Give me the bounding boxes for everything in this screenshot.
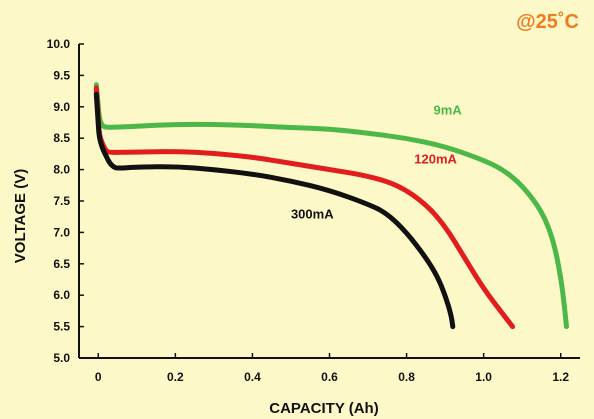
y-tick-label: 8.5 [53,131,70,145]
x-tick-label: 1.0 [475,370,492,384]
series-line-9mA [93,82,569,330]
y-axis-label: VOLTAGE (V) [12,169,29,263]
y-tick-label: 7.0 [53,225,70,239]
y-tick-label: 5.0 [53,351,70,365]
x-tick-label: 0.8 [398,370,415,384]
y-tick-label: 6.5 [53,257,70,271]
x-tick-label: 0.2 [167,370,184,384]
series-label-120mA: 120mA [414,151,457,166]
y-tick-label: 8.0 [53,163,70,177]
x-tick-label: 0.6 [321,370,338,384]
x-axis-label: CAPACITY (Ah) [269,400,378,417]
y-tick-label: 9.0 [53,100,70,114]
series-label-300mA: 300mA [291,207,334,222]
x-tick-label: 1.2 [552,370,569,384]
x-tick-label: 0 [95,370,102,384]
axes: 5.0 5.5 6.0 6.5 7.0 7.5 8.0 8.5 9.0 9.5 10.0 0 0.2 0.… [47,37,580,384]
y-tick-label: 5.5 [53,320,70,334]
y-tick-label: 10.0 [47,37,71,51]
series-label-9mA: 9mA [434,102,463,117]
y-tick-label: 7.5 [53,194,70,208]
x-tick-label: 0.4 [244,370,261,384]
y-tick-label: 6.0 [53,288,70,302]
y-tick-label: 9.5 [53,68,70,82]
series-layer: 9mA 120mA 300mA [93,82,569,330]
temperature-annotation: @25˚C [516,10,579,33]
series-line-300mA [93,91,456,330]
